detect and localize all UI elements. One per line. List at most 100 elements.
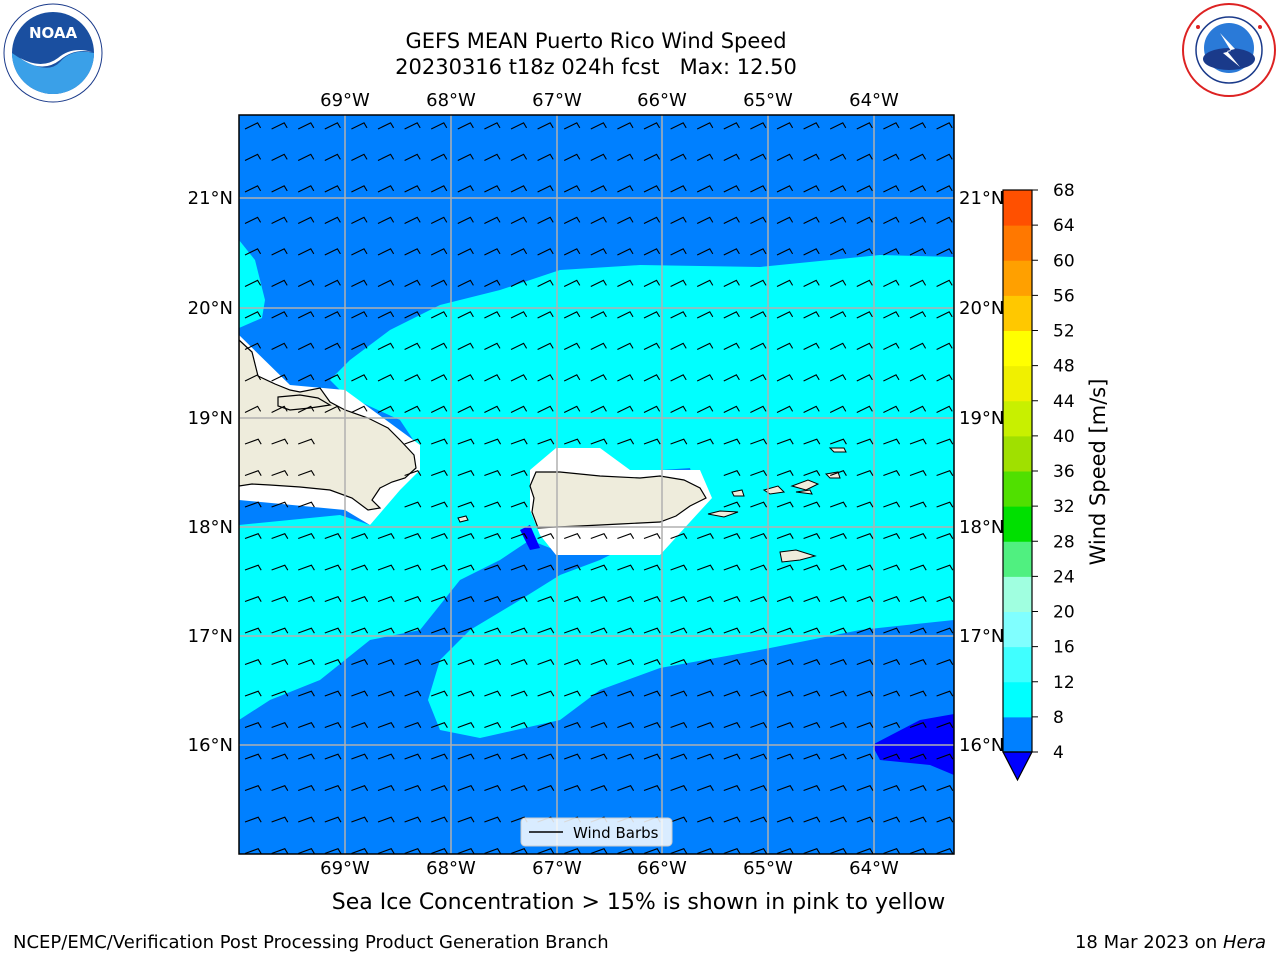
wind-barb (776, 722, 794, 729)
wind-barb (510, 659, 528, 666)
wind-barb (750, 690, 768, 697)
wind-barb (617, 185, 634, 193)
colorbar-tick-label: 64 (1053, 216, 1075, 236)
colorbar-tick-label: 56 (1053, 286, 1075, 306)
wind-barb (324, 564, 342, 571)
wind-barb (564, 596, 581, 603)
colorbar-tick-label: 20 (1053, 603, 1075, 623)
wind-barb (909, 311, 927, 319)
wind-barb (298, 848, 315, 854)
wind-barb (297, 216, 315, 224)
wind-barb (723, 533, 741, 540)
wind-barb (936, 690, 954, 697)
wind-barb (297, 248, 315, 256)
wind-barb (298, 501, 315, 508)
wind-barb (643, 374, 661, 382)
wind-barb (377, 596, 395, 603)
wind-barb (883, 216, 900, 224)
wind-barb (750, 659, 768, 666)
wind-barb (484, 848, 502, 854)
wind-barb (351, 722, 369, 729)
colorbar-tick-label: 8 (1053, 708, 1064, 728)
wind-barb (909, 279, 927, 287)
wind-barb (617, 627, 635, 634)
wind-barb (670, 153, 687, 161)
wind-barb (430, 279, 448, 287)
wind-barb (351, 627, 369, 634)
wind-barb (909, 533, 927, 540)
wind-barb (404, 722, 422, 729)
wind-barb (404, 596, 422, 603)
lon-label: 64°W (849, 90, 899, 111)
wind-barb (244, 564, 262, 571)
colorbar-tick-label: 36 (1053, 462, 1075, 482)
wind-barb (723, 722, 741, 729)
wind-barb (909, 659, 927, 666)
wind-barb (510, 185, 528, 193)
wind-barb (244, 216, 262, 224)
wind-barb (244, 405, 262, 413)
wind-barb (484, 311, 501, 319)
wind-barb (457, 659, 475, 666)
footer-host: Hera (1222, 932, 1266, 953)
wind-barb (856, 564, 874, 571)
wind-barb (643, 659, 661, 666)
wind-barb (457, 501, 475, 508)
wind-barb (617, 438, 635, 445)
wind-barb (430, 248, 448, 256)
wind-barb (404, 405, 421, 413)
wind-barb (351, 753, 369, 760)
wind-barb (590, 438, 608, 445)
wind-barb (377, 216, 395, 224)
wind-barb (430, 153, 448, 161)
lat-label: 17°N (959, 626, 1004, 647)
speed-region-below-4-b (520, 525, 540, 550)
wind-barb (404, 753, 422, 760)
wind-barb (909, 690, 927, 697)
wind-barb (484, 374, 501, 382)
wind-barb (670, 533, 688, 540)
wind-barb (271, 659, 289, 666)
wind-barb (297, 374, 315, 382)
wind-barb (244, 248, 262, 256)
wind-barb (643, 848, 661, 854)
wind-barb (803, 374, 820, 382)
lat-label: 19°N (188, 408, 233, 429)
wind-barb (377, 753, 395, 760)
wind-barb (829, 122, 847, 130)
wind-barb (351, 533, 369, 540)
wind-barb (936, 533, 954, 540)
wind-barb (643, 533, 661, 540)
wind-barb (377, 405, 395, 413)
wind-barb (298, 785, 315, 792)
wind-barb (617, 753, 635, 760)
wind-barb (431, 690, 448, 697)
wind-barb (404, 153, 421, 161)
wind-barb (803, 470, 821, 477)
wind-barb (696, 279, 714, 287)
wind-barb (271, 848, 289, 854)
wind-barb (670, 185, 687, 193)
map-frame (238, 114, 955, 855)
wind-barb (883, 627, 901, 634)
wind-barb (617, 564, 635, 571)
wind-barb (351, 848, 369, 854)
wind-barb (377, 533, 395, 540)
wind-barb (430, 122, 448, 130)
wind-barb (670, 753, 688, 760)
wind-barb (643, 405, 661, 413)
wind-barb (510, 564, 528, 571)
wind-barb (351, 659, 369, 666)
wind-barb (643, 564, 661, 571)
wind-barb (750, 627, 768, 634)
wind-barb (697, 659, 714, 666)
wind-barb (856, 311, 873, 319)
wind-barb (750, 374, 767, 382)
wind-barb (537, 659, 555, 666)
wind-barb (404, 438, 422, 445)
wind-barb (829, 248, 847, 256)
lat-label: 19°N (959, 408, 1004, 429)
wind-barb (430, 405, 448, 413)
wind-barb (484, 722, 502, 729)
wind-barb (750, 342, 767, 350)
